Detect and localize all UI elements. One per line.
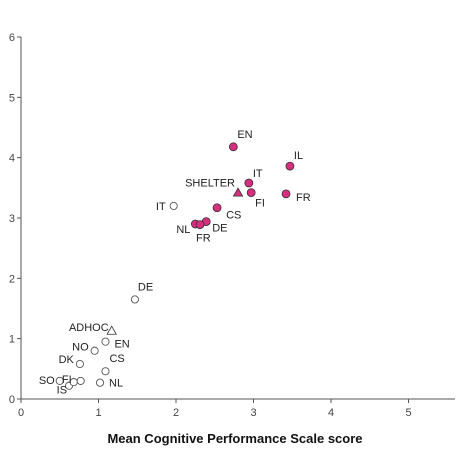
y-tick-label: 3 [9, 213, 15, 225]
point-cs-marker [101, 367, 110, 376]
point-fr-label: FR [196, 233, 211, 245]
point-fr-label: FR [296, 192, 311, 204]
point-it-label: IT [156, 201, 166, 213]
point-it-marker [244, 178, 254, 188]
data-points [55, 142, 295, 390]
x-tick-label: 5 [405, 407, 411, 419]
point-unlabeled-marker [69, 378, 78, 387]
y-tick-label: 5 [9, 92, 15, 104]
point-no-label: NO [72, 342, 89, 354]
point-il-marker [285, 161, 295, 171]
point-adhoc-marker [106, 325, 117, 335]
point-nl-label: NL [109, 378, 123, 390]
point-shelter-label: SHELTER [185, 178, 235, 190]
point-fi-label: FI [255, 198, 265, 210]
y-tick-label: 0 [9, 394, 15, 406]
point-nl-label: NL [176, 224, 190, 236]
x-tick-label: 0 [18, 407, 24, 419]
point-dk-label: DK [59, 354, 75, 366]
point-de-marker [130, 295, 139, 304]
point-fr-marker [281, 189, 291, 199]
point-fi-marker [246, 188, 256, 198]
point-adhoc-label: ADHOC [69, 322, 109, 334]
y-tick-label: 2 [9, 273, 15, 285]
x-tick-label: 4 [328, 407, 334, 419]
point-de-label: DE [138, 281, 153, 293]
x-tick-label: 1 [95, 407, 101, 419]
point-cs-marker [212, 203, 222, 213]
point-shelter-marker [232, 187, 244, 197]
point-en-label: EN [237, 129, 252, 141]
point-fi-label: FI [62, 374, 72, 386]
axes: 0 1 2 3 4 5 6 0 1 2 3 4 5 [9, 32, 455, 419]
point-il-label: IL [294, 150, 303, 162]
point-so-marker [55, 376, 64, 385]
point-en-marker [228, 142, 238, 152]
point-nl-marker [96, 378, 105, 387]
point-no-marker [90, 346, 99, 355]
y-tick-label: 1 [9, 334, 15, 346]
point-de-label: DE [212, 223, 227, 235]
point-fr-marker [195, 220, 205, 230]
point-cs-label: CS [226, 210, 241, 222]
point-it-label: IT [253, 168, 263, 180]
point-fi-marker [76, 376, 85, 385]
point-cs-label: CS [109, 353, 124, 365]
y-tick-label: 4 [9, 153, 15, 165]
point-en-label: EN [114, 339, 129, 351]
point-so-label: SO [39, 375, 55, 387]
y-tick-label: 6 [9, 32, 15, 44]
point-en-marker [101, 337, 110, 346]
x-tick-label: 3 [250, 407, 256, 419]
x-axis-title: Mean Cognitive Performance Scale score [107, 431, 362, 446]
x-tick-label: 2 [173, 407, 179, 419]
point-is-label: IS [57, 385, 67, 397]
point-it-marker [169, 201, 178, 210]
point-dk-marker [75, 359, 84, 369]
